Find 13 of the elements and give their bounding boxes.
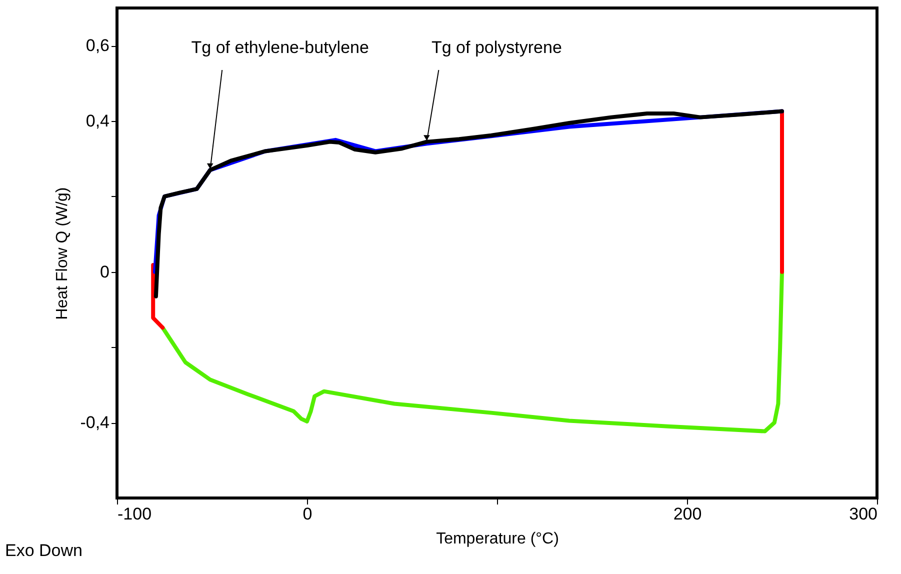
x-axis-title: Temperature (°C) [436, 530, 559, 548]
x-tick-label: 0 [302, 504, 312, 524]
y-tick-label: 0 [100, 262, 110, 282]
annotation: Tg of ethylene-butylene [191, 38, 369, 57]
y-axis-title: Heat Flow Q (W/g) [54, 187, 72, 320]
y-tick-label: 0,4 [86, 112, 110, 131]
annotation: Tg of polystyrene [431, 38, 562, 57]
x-tick-label: -100 [118, 504, 152, 524]
x-tick-label: 300 [849, 504, 878, 524]
text: Exo Down [5, 541, 82, 560]
y-tick-label: 0,6 [86, 36, 110, 56]
y-tick-label: -0,4 [80, 413, 110, 432]
x-tick-label: 200 [673, 504, 702, 524]
